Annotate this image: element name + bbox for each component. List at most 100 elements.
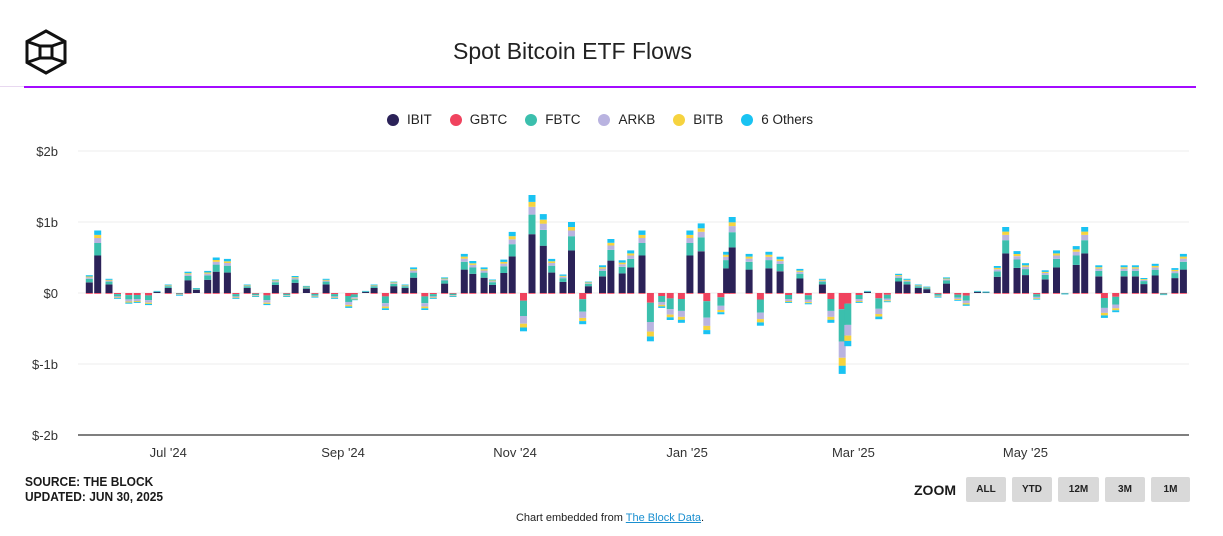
bar-segment-fbtc [85,278,93,283]
bar-segment-gbtc [500,293,508,294]
bar-segment-bitb [1081,231,1089,235]
zoom-12m-button[interactable]: 12M [1058,477,1099,502]
bar-segment-ibit [618,273,626,293]
bar-segment-6-others [1081,227,1089,232]
bar-segment-6-others [508,231,516,237]
legend-item-arkb[interactable]: ARKB [598,112,655,127]
bar-segment-6-others [923,286,931,288]
legend-item-bitb[interactable]: BITB [673,112,723,127]
bar-segment-gbtc [370,293,378,294]
bar-segment-gbtc [508,293,516,294]
bar-segment-fbtc [804,295,812,300]
x-tick-label: Nov '24 [493,445,537,460]
bar-segment-fbtc [390,283,398,287]
bar-segment-6-others [982,291,990,293]
bar-segment-6-others [728,217,736,223]
bar-segment-fbtc [114,294,121,297]
bar-segment-ibit [302,288,310,293]
bar-segment-arkb [176,294,183,296]
bar-segment-bitb [271,280,279,282]
bar-segment-6-others [1120,265,1128,268]
bar-segment-6-others [666,317,674,320]
bar-segment-gbtc [243,293,251,294]
bar-segment-ibit [94,255,102,293]
legend-item-ibit[interactable]: IBIT [386,112,432,127]
legend-label: FBTC [545,112,581,127]
bar-segment-arkb [962,300,970,304]
bar-segment-ibit [223,272,231,293]
legend-item-fbtc[interactable]: FBTC [525,112,580,127]
bar-segment-fbtc [192,289,200,290]
bar-segment-ibit [568,250,575,293]
bar-segment-ibit [584,286,592,293]
bar-segment-ibit [1120,276,1128,293]
bar-segment-arkb [204,273,212,276]
bar-segment-fbtc [844,303,852,325]
zoom-all-button[interactable]: ALL [966,477,1006,502]
bar-segment-bitb [827,316,835,320]
bar-segment-arkb [421,303,429,307]
zoom-3m-button[interactable]: 3M [1105,477,1145,502]
bar-segment-bitb [500,261,508,264]
bar-segment-gbtc [599,293,606,294]
bar-segment-gbtc [520,293,527,301]
bar-segment-gbtc [145,293,152,296]
the-block-data-link[interactable]: The Block Data [625,512,701,524]
bar-segment-6-others [875,316,883,320]
legend-item-6-others[interactable]: 6 Others [741,112,813,127]
bar-segment-fbtc [1022,269,1029,276]
zoom-1m-button[interactable]: 1M [1151,477,1190,502]
bar-segment-gbtc [252,293,260,294]
bar-segment-gbtc [607,293,615,294]
legend-label: GBTC [469,112,508,127]
bar-segment-gbtc [311,293,319,294]
bar-segment-6-others [381,308,389,310]
zoom-ytd-button[interactable]: YTD [1012,477,1052,502]
bar-segment-arkb [1053,255,1060,259]
legend-marker [741,113,754,126]
bar-segment-6-others [864,290,871,292]
bar-segment-ibit [105,284,113,293]
bar-segment-arkb [94,238,102,243]
bar-segment-fbtc [568,236,575,251]
bar-segment-arkb [1112,304,1120,309]
bar-segment-bitb [686,234,694,238]
bar-segment-arkb [252,295,260,296]
bar-segment-ibit [85,282,93,293]
bar-segment-6-others [370,284,378,286]
bar-segment-fbtc [923,287,931,290]
bar-segment-6-others [291,276,299,278]
bar-segment-bitb [638,234,646,238]
bar-segment-fbtc [914,286,922,288]
bar-segment-fbtc [903,281,911,285]
bar-segment-fbtc [855,295,863,299]
bar-segment-arkb [480,270,488,273]
bar-segment-6-others [322,278,330,280]
bar-segment-arkb [345,301,353,305]
bar-segment-6-others [1053,250,1060,254]
bar-segment-fbtc [1140,281,1148,285]
bar-segment-fbtc [263,295,271,301]
legend-label: 6 Others [761,112,814,127]
bar-segment-arkb [844,324,852,336]
bar-segment-bitb [243,285,251,286]
legend-item-gbtc[interactable]: GBTC [449,112,508,127]
bar-segment-6-others [1151,263,1159,266]
bar-segment-6-others [164,284,172,286]
bar-segment-arkb [765,256,773,261]
bar-segment-6-others [559,274,567,276]
bar-segment-gbtc [449,293,457,294]
bar-segment-fbtc [322,281,330,285]
bar-segment-gbtc [844,293,852,304]
header-divider [24,86,1196,88]
bar-segment-ibit [184,280,192,293]
bar-segment-fbtc [548,265,556,273]
bar-segment-bitb [855,301,863,302]
bar-segment-6-others [855,301,863,303]
bar-segment-arkb [441,279,449,281]
x-tick-label: Sep '24 [321,445,365,460]
bar-segment-fbtc [539,230,547,246]
bar-segment-6-others [350,299,358,301]
bar-segment-gbtc [232,293,240,295]
bar-segment-arkb [508,239,516,245]
